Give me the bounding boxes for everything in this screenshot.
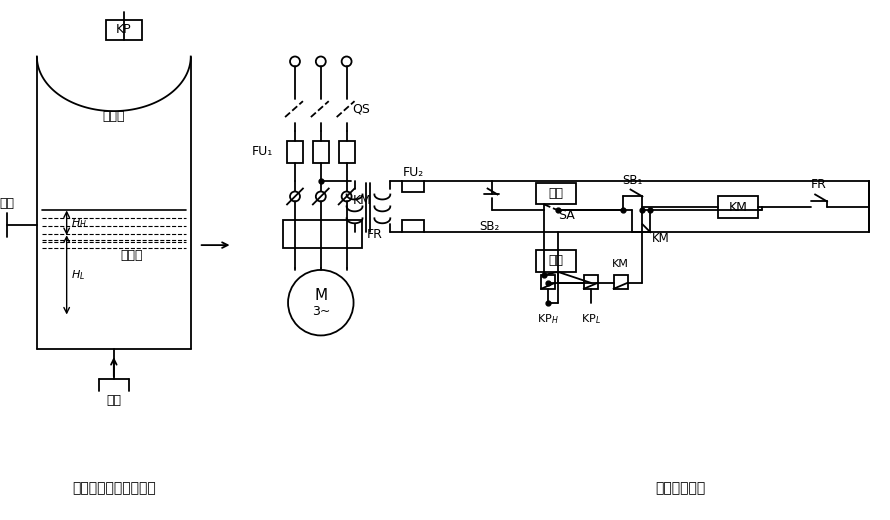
Bar: [536, 183, 576, 204]
Text: 用水: 用水: [0, 197, 14, 210]
Bar: [613, 275, 627, 289]
Text: FR: FR: [811, 177, 827, 190]
Bar: [339, 141, 354, 163]
Text: 3~: 3~: [312, 305, 330, 318]
Text: FR: FR: [367, 228, 383, 241]
Text: KM: KM: [728, 201, 748, 214]
Bar: [106, 20, 142, 40]
Text: KP$_{L}$: KP$_{L}$: [581, 313, 601, 327]
Bar: [283, 220, 362, 248]
Bar: [287, 141, 303, 163]
Bar: [536, 250, 576, 272]
Text: SA: SA: [558, 209, 575, 222]
Text: $H_{H}$: $H_{H}$: [70, 216, 86, 230]
Text: FU₁: FU₁: [252, 145, 273, 158]
Text: 气空间: 气空间: [102, 110, 125, 123]
Text: KP: KP: [116, 23, 132, 36]
Text: 自动: 自动: [548, 254, 563, 267]
Bar: [541, 275, 555, 289]
Text: 水空间: 水空间: [120, 249, 143, 262]
Text: SB₂: SB₂: [480, 220, 499, 233]
Text: KM: KM: [612, 259, 629, 269]
Text: FU₂: FU₂: [402, 166, 424, 179]
Text: 自动控制线路: 自动控制线路: [655, 482, 705, 496]
Bar: [402, 220, 424, 232]
Text: 手动: 手动: [548, 187, 563, 200]
Bar: [313, 141, 328, 163]
Text: QS: QS: [352, 102, 370, 115]
Text: SB₁: SB₁: [622, 174, 643, 187]
Bar: [718, 197, 757, 218]
Text: KP$_{H}$: KP$_{H}$: [538, 313, 559, 327]
Text: M: M: [314, 288, 328, 303]
Text: 密封式压力水柜示意图: 密封式压力水柜示意图: [72, 482, 156, 496]
Bar: [584, 275, 598, 289]
Bar: [402, 180, 424, 192]
Text: $H_{L}$: $H_{L}$: [70, 268, 85, 282]
Text: 进水: 进水: [106, 395, 121, 408]
Text: KM: KM: [652, 232, 670, 245]
Text: KM: KM: [352, 194, 371, 207]
